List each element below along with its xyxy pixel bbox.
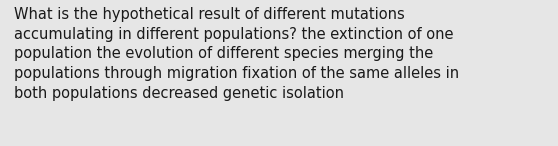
Text: What is the hypothetical result of different mutations
accumulating in different: What is the hypothetical result of diffe… <box>14 7 459 101</box>
